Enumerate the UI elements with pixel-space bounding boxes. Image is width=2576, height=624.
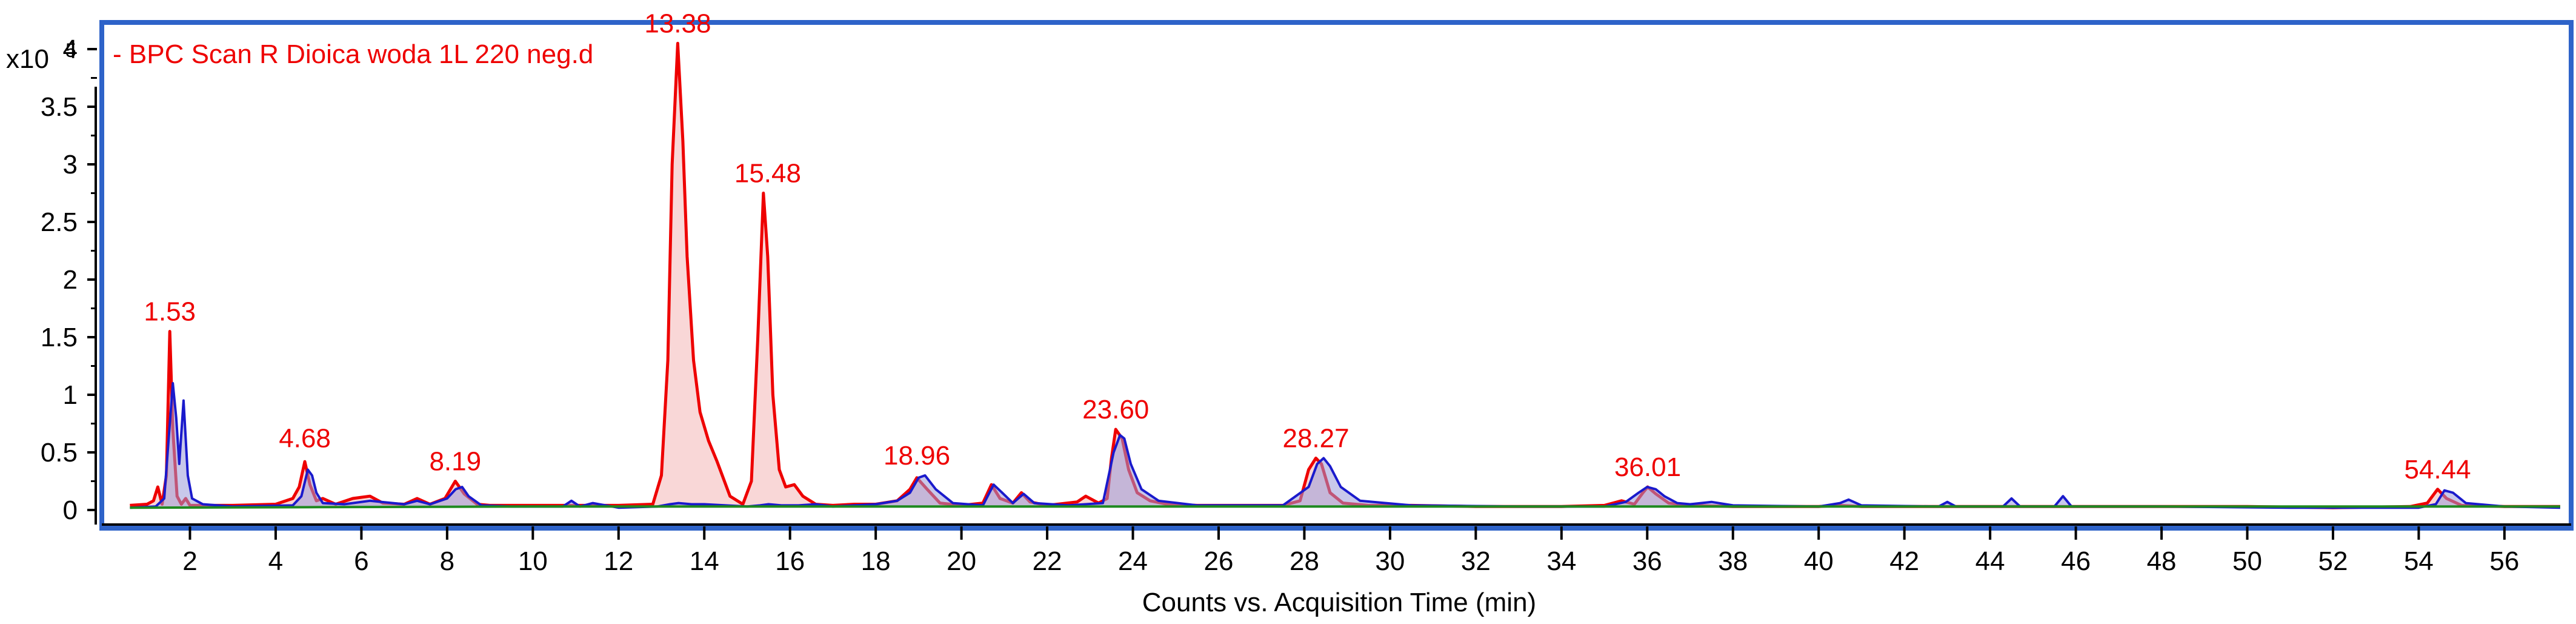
series-layer xyxy=(130,42,2560,509)
peak-labels-layer: 1.53 4.68 8.19 13.38 15.48 18.96 23.60 28.27 36.… xyxy=(144,9,2471,485)
y-multiplier-exponent: 5 xyxy=(65,39,76,61)
x-tick-label: 32 xyxy=(1461,546,1491,576)
y-tick-label: 4 xyxy=(63,35,78,64)
x-tick-label: 52 xyxy=(2318,546,2348,576)
x-tick-label: 24 xyxy=(1118,546,1148,576)
x-tick-label: 36 xyxy=(1632,546,1662,576)
y-tick-label: 1 xyxy=(63,380,78,410)
x-tick-label: 38 xyxy=(1718,546,1748,576)
x-tick-label: 54 xyxy=(2404,546,2434,576)
peak-label: 1.53 xyxy=(144,297,196,327)
y-tick-label: 0 xyxy=(63,495,78,525)
x-tick-label: 34 xyxy=(1546,546,1576,576)
x-tick-label: 42 xyxy=(1889,546,1919,576)
peak-label: 15.48 xyxy=(734,159,801,189)
x-tick-label: 26 xyxy=(1204,546,1234,576)
x-tick-label: 12 xyxy=(604,546,633,576)
x-tick-label: 46 xyxy=(2061,546,2091,576)
x-tick-label: 16 xyxy=(775,546,805,576)
chart-title: - BPC Scan R Dioica woda 1L 220 neg.d xyxy=(113,39,593,69)
x-tick-label: 18 xyxy=(861,546,891,576)
y-tick-label: 0.5 xyxy=(41,438,78,468)
peak-label: 8.19 xyxy=(429,447,481,477)
peak-label: 13.38 xyxy=(644,9,711,39)
y-multiplier-label: x10 xyxy=(6,44,49,74)
x-tick-label: 14 xyxy=(690,546,719,576)
x-tick-label: 4 xyxy=(268,546,283,576)
y-tick-label: 3.5 xyxy=(41,92,78,122)
peak-label: 28.27 xyxy=(1282,424,1349,454)
peak-label: 18.96 xyxy=(884,441,950,471)
x-tick-label: 50 xyxy=(2232,546,2262,576)
x-tick-label: 28 xyxy=(1290,546,1319,576)
peak-label: 23.60 xyxy=(1082,395,1149,424)
x-tick-label: 30 xyxy=(1375,546,1405,576)
peak-label: 54.44 xyxy=(2405,455,2471,485)
x-tick-label: 6 xyxy=(354,546,368,576)
x-tick-label: 10 xyxy=(518,546,548,576)
x-tick-label: 2 xyxy=(182,546,197,576)
plot-frame xyxy=(99,20,2574,531)
series-2-line xyxy=(130,505,2560,509)
y-tick-label: 2.5 xyxy=(41,207,78,237)
x-tick-label: 8 xyxy=(440,546,454,576)
peak-label: 4.68 xyxy=(279,424,331,454)
x-tick-label: 40 xyxy=(1804,546,1834,576)
x-tick-label: 22 xyxy=(1033,546,1062,576)
x-axis-title: Counts vs. Acquisition Time (min) xyxy=(1142,588,1536,617)
axes-layer: 2 4 6 8 10 12 14 16 18 20 22 24 26 28 30 32 34 36 38 40 42 44… xyxy=(41,35,2571,576)
x-tick-label: 56 xyxy=(2489,546,2519,576)
y-tick-label: 3 xyxy=(63,150,78,179)
y-tick-label: 1.5 xyxy=(41,323,78,352)
y-tick-label: 2 xyxy=(63,265,78,295)
x-tick-label: 44 xyxy=(1975,546,2005,576)
peak-label: 36.01 xyxy=(1614,452,1681,482)
x-tick-label: 20 xyxy=(947,546,976,576)
x-tick-label: 48 xyxy=(2147,546,2177,576)
